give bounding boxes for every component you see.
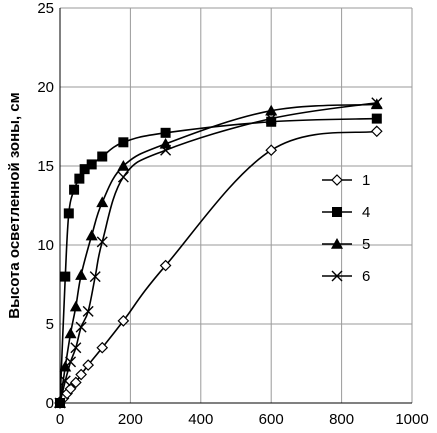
data-point <box>86 159 97 170</box>
y-tick-label: 15 <box>37 158 54 175</box>
legend-item: 1 <box>322 172 370 189</box>
data-point <box>96 341 109 354</box>
data-point <box>82 359 95 371</box>
series <box>54 97 383 409</box>
legend-marker <box>332 207 342 217</box>
data-point <box>69 376 82 389</box>
y-tick-label: 5 <box>46 316 54 333</box>
data-point <box>60 271 71 282</box>
data-point <box>74 173 85 184</box>
x-tick-label: 800 <box>329 411 354 428</box>
legend-label: 1 <box>362 172 370 189</box>
x-tick-label: 400 <box>188 411 213 428</box>
data-point <box>117 314 130 327</box>
data-point <box>160 144 172 156</box>
data-point <box>64 382 77 395</box>
data-point <box>117 160 130 171</box>
data-point <box>65 356 77 368</box>
data-point <box>70 342 82 354</box>
data-point <box>371 97 383 109</box>
legend-marker <box>331 174 343 186</box>
data-point <box>75 368 87 381</box>
data-point <box>89 271 101 283</box>
data-point <box>69 300 82 312</box>
series-5 <box>54 98 383 408</box>
legend-label: 6 <box>362 268 370 285</box>
data-point <box>79 164 90 175</box>
series-6 <box>54 97 383 409</box>
series-line <box>59 102 377 404</box>
x-tick-label: 600 <box>259 411 284 428</box>
y-tick-label: 10 <box>37 237 54 254</box>
data-point <box>64 327 77 339</box>
data-point <box>75 321 87 333</box>
data-point <box>59 375 71 387</box>
data-point <box>371 113 382 124</box>
y-tick-label: 20 <box>37 79 54 96</box>
legend-item: 4 <box>322 204 370 221</box>
x-tick-label: 200 <box>118 411 143 428</box>
data-point <box>97 151 108 162</box>
data-point <box>85 229 98 241</box>
grid <box>60 7 413 403</box>
data-point <box>265 104 278 116</box>
data-point <box>159 137 172 149</box>
data-point <box>160 127 171 138</box>
data-point <box>69 184 80 195</box>
data-point <box>266 116 277 127</box>
legend-label: 5 <box>362 236 370 253</box>
data-point <box>370 125 383 138</box>
axes <box>59 8 412 404</box>
data-point <box>117 171 129 183</box>
series-line <box>59 117 377 404</box>
y-tick-label: 0 <box>46 395 54 412</box>
legend: 1 4 5 6 <box>322 172 370 285</box>
series-4 <box>55 113 382 408</box>
data-point <box>265 144 278 157</box>
series-line <box>59 103 377 404</box>
series-1 <box>54 125 383 409</box>
legend-item: 5 <box>322 236 370 253</box>
legend-marker <box>331 238 343 249</box>
data-point <box>82 305 94 317</box>
legend-item: 6 <box>322 268 370 285</box>
data-point <box>75 269 88 280</box>
data-point <box>63 208 74 219</box>
data-point <box>96 196 109 208</box>
x-tick-label: 1000 <box>395 411 428 428</box>
data-point <box>118 137 129 148</box>
series-line <box>59 130 377 404</box>
y-axis-title: Высота осветленной зоны, см <box>6 92 23 319</box>
legend-marker <box>331 270 343 282</box>
y-tick-label: 25 <box>37 0 54 17</box>
x-tick-label: 0 <box>56 411 64 428</box>
legend-label: 4 <box>362 204 370 221</box>
data-point <box>159 259 172 272</box>
data-point <box>54 397 66 409</box>
data-point <box>96 236 108 248</box>
data-point <box>265 113 277 125</box>
